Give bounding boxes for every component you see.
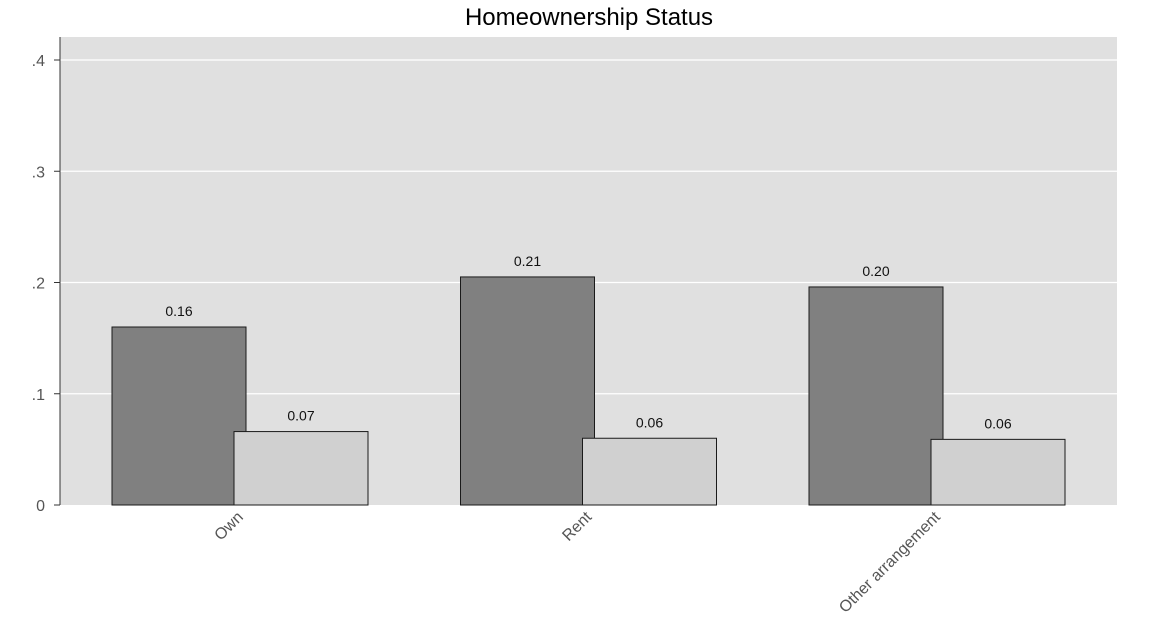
y-tick-label: .3: [32, 164, 45, 181]
data-label: 0.06: [636, 414, 663, 430]
bar-rent-2: [582, 437, 717, 506]
chart-title: Homeownership Status: [465, 4, 713, 31]
data-label: 0.21: [514, 253, 541, 269]
bar-rent-1: [460, 276, 595, 506]
data-label: 0.07: [287, 408, 314, 424]
bar-own-2: [233, 431, 369, 506]
bar-other-arrangement-1: [808, 286, 944, 506]
bars: [111, 276, 1066, 506]
y-tick-label: .2: [32, 276, 45, 293]
x-tick-label: Own: [212, 509, 247, 544]
y-tick-label: .1: [32, 387, 45, 404]
data-labels: 0.16 0.07 0.21 0.06 0.20 0.06: [165, 253, 1011, 431]
x-tick-label: Other arrangement: [836, 508, 944, 616]
x-tick-label: Rent: [559, 508, 595, 544]
data-label: 0.16: [165, 303, 192, 319]
bar-other-arrangement-2: [930, 438, 1066, 506]
y-axis-ticks: 0 .1 .2 .3 .4: [32, 53, 60, 515]
data-label: 0.20: [862, 263, 889, 279]
bar-own-1: [111, 326, 247, 506]
y-tick-label: 0: [36, 498, 45, 515]
y-tick-label: .4: [32, 53, 45, 70]
x-axis-labels: Own Rent Other arrangement: [212, 508, 945, 616]
data-label: 0.06: [984, 415, 1011, 431]
